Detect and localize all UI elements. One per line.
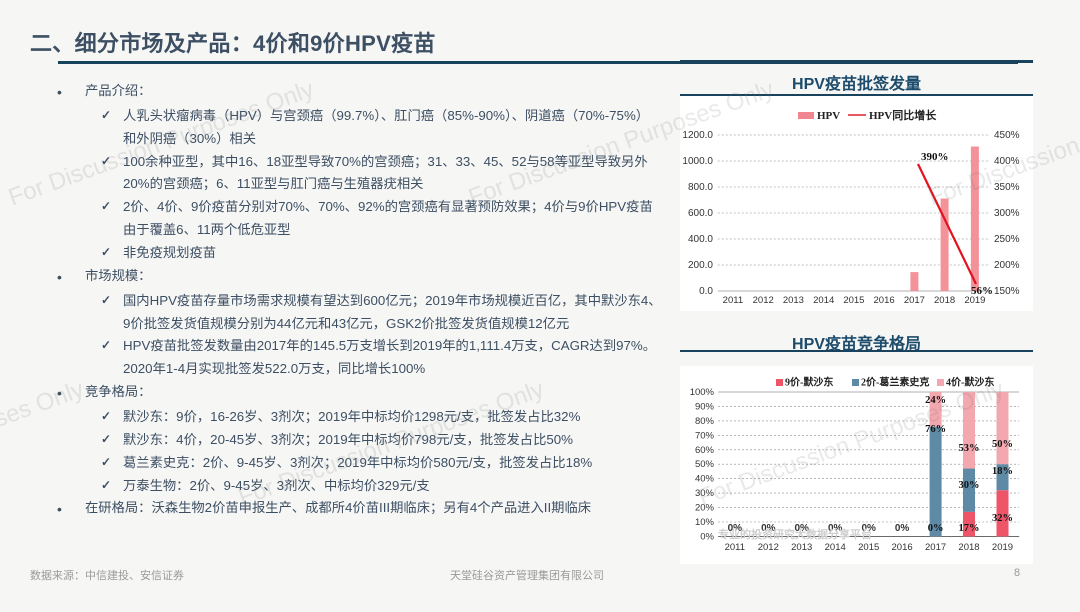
svg-text:HPV同比增长: HPV同比增长 xyxy=(869,108,937,122)
svg-text:200%: 200% xyxy=(994,260,1020,271)
svg-text:800.0: 800.0 xyxy=(688,182,713,193)
svg-text:20%: 20% xyxy=(695,503,715,514)
svg-text:390%: 390% xyxy=(921,151,949,163)
svg-text:9价-默沙东: 9价-默沙东 xyxy=(785,376,833,389)
svg-text:50%: 50% xyxy=(992,439,1013,450)
svg-text:2016: 2016 xyxy=(892,542,913,553)
svg-text:600.0: 600.0 xyxy=(688,208,713,219)
svg-text:0%: 0% xyxy=(700,531,714,542)
svg-text:50%: 50% xyxy=(695,459,715,470)
svg-text:0.0: 0.0 xyxy=(699,286,713,297)
svg-text:4价-默沙东: 4价-默沙东 xyxy=(946,376,994,389)
svg-text:1000.0: 1000.0 xyxy=(682,156,713,167)
svg-text:350%: 350% xyxy=(994,182,1020,193)
svg-text:2016: 2016 xyxy=(874,295,895,306)
svg-text:400.0: 400.0 xyxy=(688,234,713,245)
svg-text:18%: 18% xyxy=(992,466,1013,477)
svg-text:2013: 2013 xyxy=(791,542,812,553)
svg-text:2019: 2019 xyxy=(964,295,985,306)
svg-text:70%: 70% xyxy=(695,430,715,441)
svg-text:150%: 150% xyxy=(994,286,1020,297)
svg-text:24%: 24% xyxy=(925,395,946,406)
svg-text:2012: 2012 xyxy=(753,295,774,306)
svg-text:10%: 10% xyxy=(695,517,715,528)
svg-text:2价-葛兰素史克: 2价-葛兰素史克 xyxy=(861,376,929,389)
svg-text:53%: 53% xyxy=(959,443,980,454)
svg-text:2015: 2015 xyxy=(843,295,864,306)
svg-text:2018: 2018 xyxy=(934,295,955,306)
svg-text:2013: 2013 xyxy=(783,295,804,306)
svg-text:60%: 60% xyxy=(695,445,715,456)
svg-text:400%: 400% xyxy=(994,156,1020,167)
svg-text:200.0: 200.0 xyxy=(688,260,713,271)
svg-text:30%: 30% xyxy=(695,488,715,499)
svg-text:2018: 2018 xyxy=(958,542,979,553)
svg-text:76%: 76% xyxy=(925,424,946,435)
svg-text:2015: 2015 xyxy=(858,542,879,553)
svg-text:17%: 17% xyxy=(959,523,980,534)
svg-text:30%: 30% xyxy=(959,480,980,491)
svg-text:450%: 450% xyxy=(994,130,1020,141)
svg-text:2011: 2011 xyxy=(725,542,745,553)
svg-text:2017: 2017 xyxy=(925,542,946,553)
svg-text:80%: 80% xyxy=(695,416,715,427)
svg-text:250%: 250% xyxy=(994,234,1020,245)
svg-text:90%: 90% xyxy=(695,402,715,413)
svg-text:专业的投资研究大数据分享平台: 专业的投资研究大数据分享平台 xyxy=(718,527,872,541)
svg-text:32%: 32% xyxy=(992,513,1013,524)
svg-text:HPV: HPV xyxy=(817,110,840,122)
svg-text:2019: 2019 xyxy=(992,542,1013,553)
svg-text:2017: 2017 xyxy=(904,295,925,306)
svg-text:0%: 0% xyxy=(928,523,944,534)
svg-text:2014: 2014 xyxy=(825,542,846,553)
svg-text:2011: 2011 xyxy=(723,295,743,306)
svg-text:1200.0: 1200.0 xyxy=(682,130,713,141)
svg-text:40%: 40% xyxy=(695,474,715,485)
svg-text:2014: 2014 xyxy=(813,295,834,306)
svg-text:100%: 100% xyxy=(690,387,715,398)
svg-text:300%: 300% xyxy=(994,208,1020,219)
svg-text:2012: 2012 xyxy=(758,542,779,553)
svg-text:0%: 0% xyxy=(895,523,910,534)
